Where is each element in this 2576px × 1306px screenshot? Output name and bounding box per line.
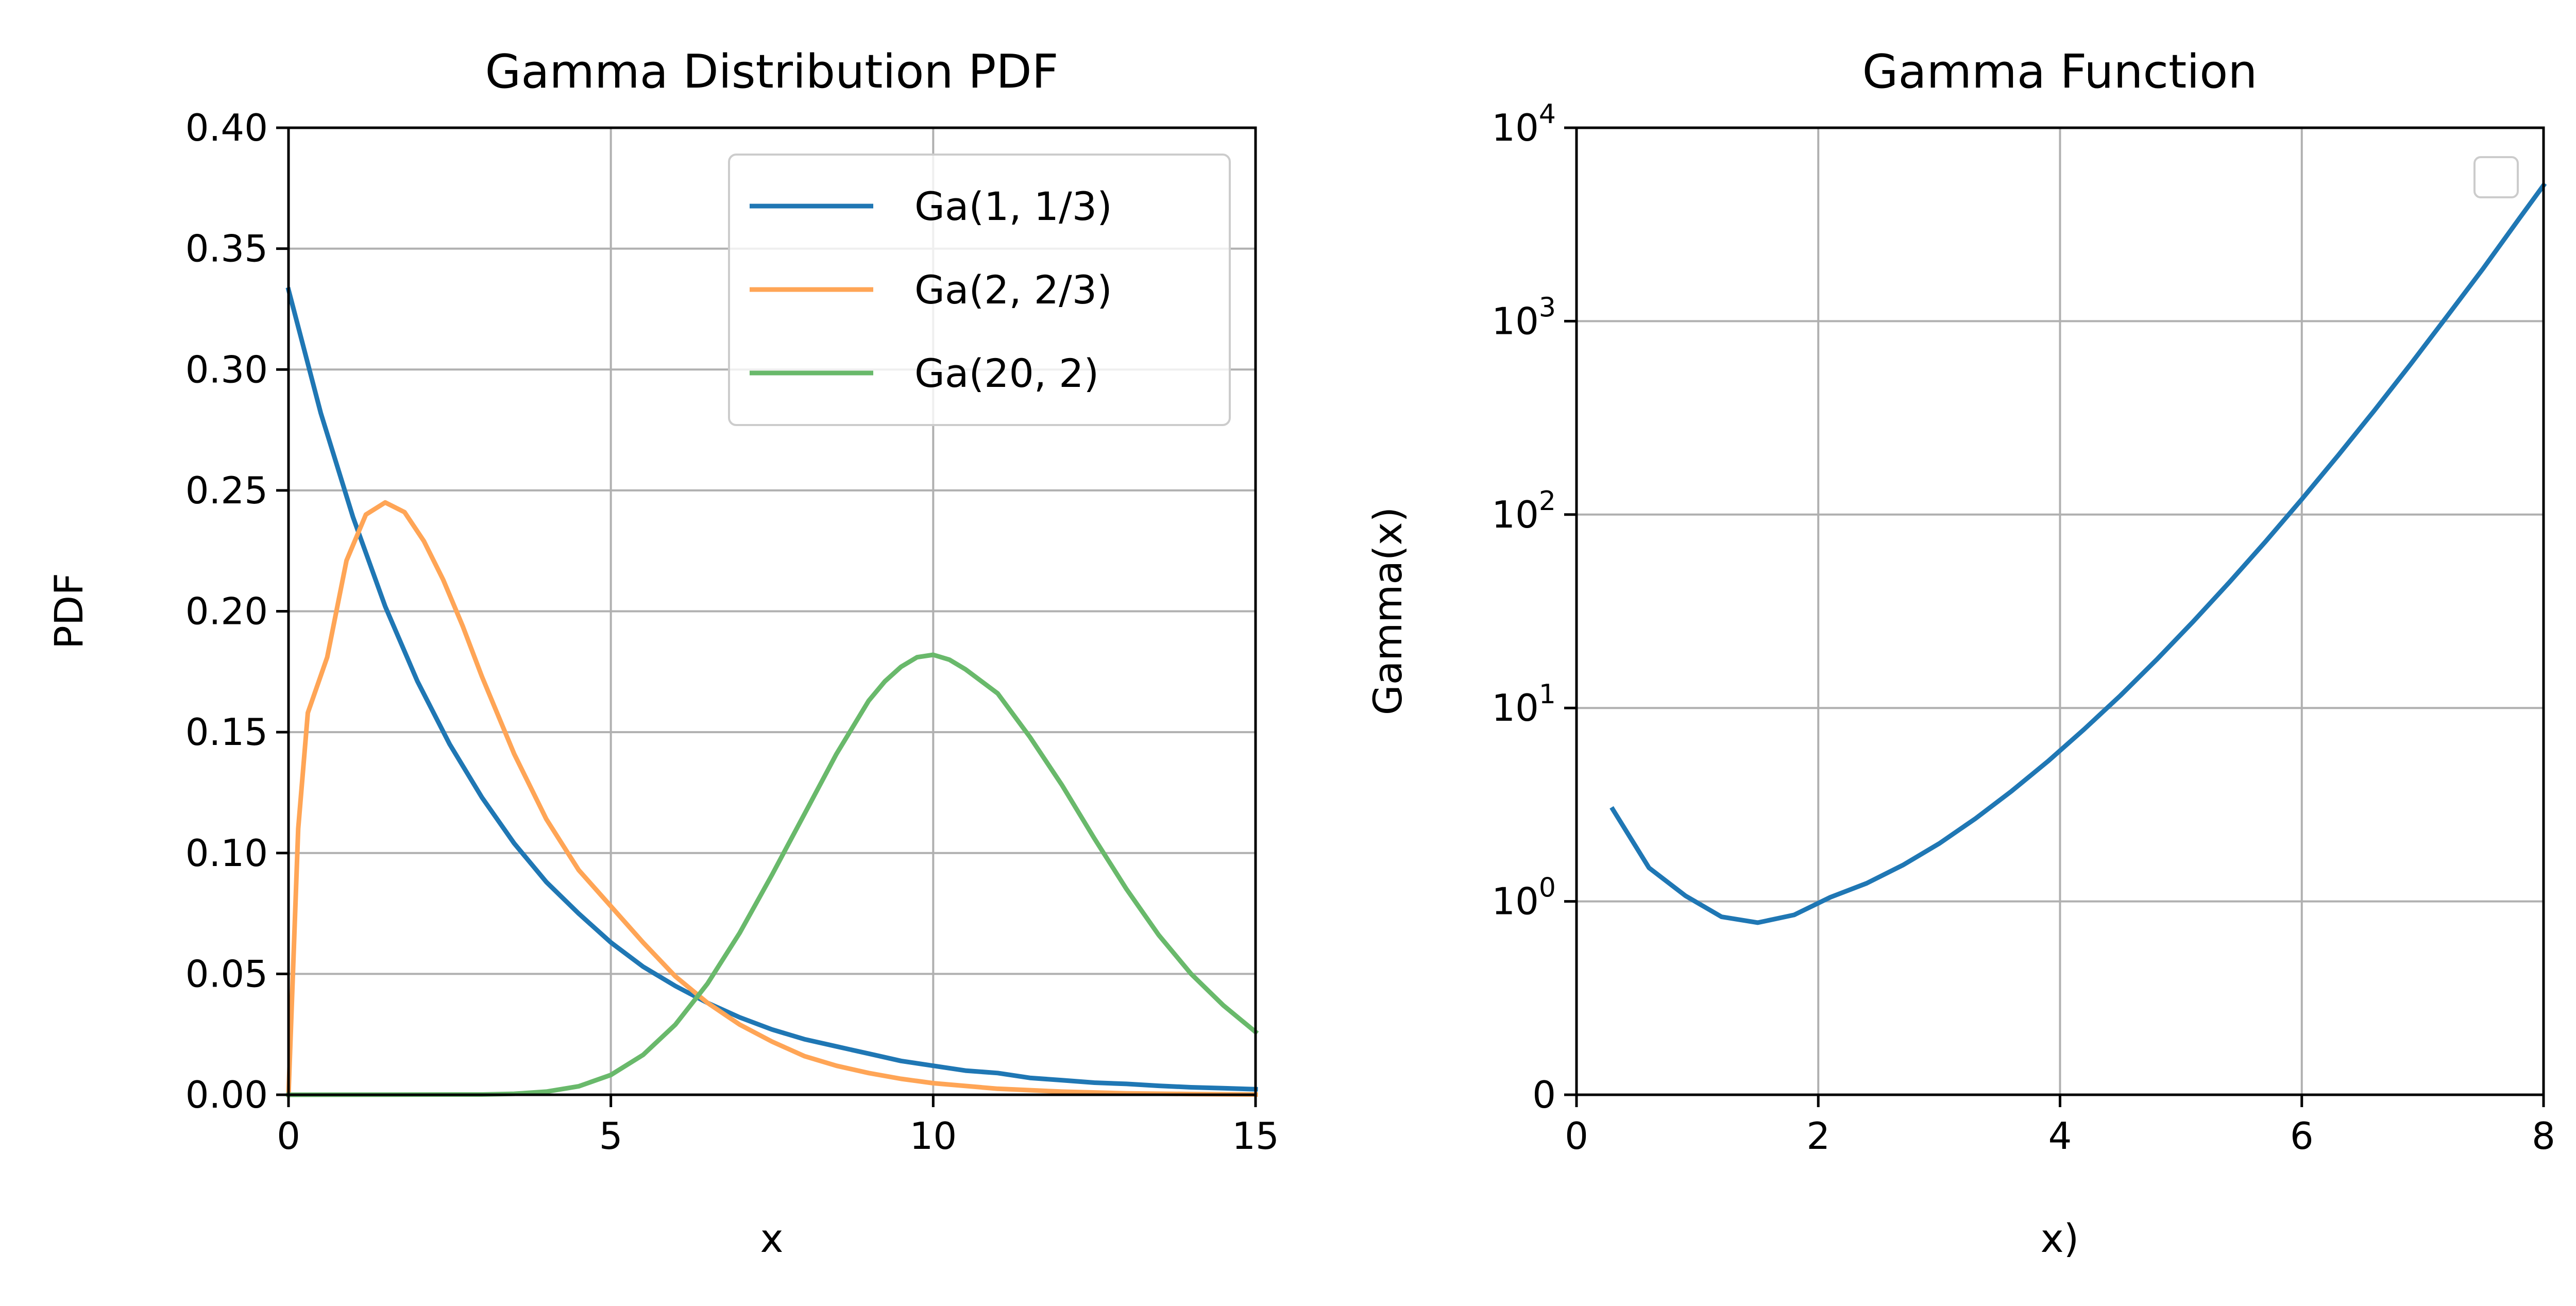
- gamma-chart-grid: [1575, 127, 2545, 1096]
- pdf-chart-series: [285, 286, 1259, 1097]
- legend-label: Ga(1, 1/3): [914, 183, 1112, 229]
- gamma-chart-series: [1609, 182, 2547, 925]
- y-tick-label: 102: [1492, 486, 1556, 536]
- y-tick-label: 101: [1492, 679, 1556, 730]
- gamma-chart-legend: [2473, 156, 2519, 198]
- y-tick-label: 0: [1532, 1073, 1556, 1116]
- series-line: [1609, 182, 2547, 925]
- gamma-chart-ticks: 0 2 4 6 8 0 100 101 102 103 104: [1492, 99, 2555, 1158]
- y-tick-label: 0.30: [185, 348, 268, 391]
- series-line: [285, 286, 1258, 1092]
- empty-legend-box: [2473, 156, 2519, 198]
- x-tick-label: 2: [1806, 1114, 1830, 1158]
- series-line: [286, 500, 1258, 1097]
- pdf-chart: 0 5 10 15 0.00 0.05 0.10 0.15 0.20 0.25 0.30 0.35 0.…: [46, 45, 1279, 1261]
- x-tick-label: 15: [1232, 1114, 1279, 1158]
- x-tick-label: 0: [277, 1114, 300, 1158]
- y-tick-label: 0.40: [185, 106, 268, 149]
- y-tick-label: 0.00: [185, 1073, 268, 1116]
- pdf-chart-title: Gamma Distribution PDF: [485, 45, 1058, 99]
- x-tick-label: 4: [2048, 1114, 2072, 1158]
- pdf-chart-ylabel: PDF: [46, 573, 92, 649]
- x-tick-label: 6: [2290, 1114, 2314, 1158]
- y-tick-label: 0.05: [185, 952, 268, 995]
- y-tick-label: 100: [1492, 873, 1556, 923]
- x-tick-label: 10: [910, 1114, 957, 1158]
- legend-label: Ga(20, 2): [914, 350, 1099, 396]
- y-tick-label: 0.20: [185, 590, 268, 633]
- y-tick-label: 103: [1492, 292, 1556, 343]
- x-tick-label: 8: [2532, 1114, 2555, 1158]
- pdf-chart-legend: Ga(1, 1/3) Ga(2, 2/3) Ga(20, 2): [728, 154, 1231, 426]
- pdf-chart-xlabel: x: [760, 1215, 784, 1261]
- x-tick-label: 0: [1565, 1114, 1588, 1158]
- legend-box: [728, 154, 1231, 426]
- gamma-chart-xlabel: x): [2041, 1215, 2079, 1261]
- y-tick-label: 0.25: [185, 469, 268, 512]
- gamma-chart-ylabel: Gamma(x): [1365, 507, 1411, 715]
- y-tick-label: 0.35: [185, 227, 268, 270]
- y-tick-label: 104: [1492, 99, 1556, 149]
- pdf-chart-ticks: 0 5 10 15 0.00 0.05 0.10 0.15 0.20 0.25 0.30 0.35 0.…: [185, 106, 1279, 1158]
- y-tick-label: 0.15: [185, 710, 268, 754]
- x-tick-label: 5: [599, 1114, 623, 1158]
- y-tick-label: 0.10: [185, 832, 268, 875]
- legend-label: Ga(2, 2/3): [914, 267, 1112, 313]
- gamma-chart-title: Gamma Function: [1862, 45, 2258, 99]
- series-line: [286, 652, 1259, 1097]
